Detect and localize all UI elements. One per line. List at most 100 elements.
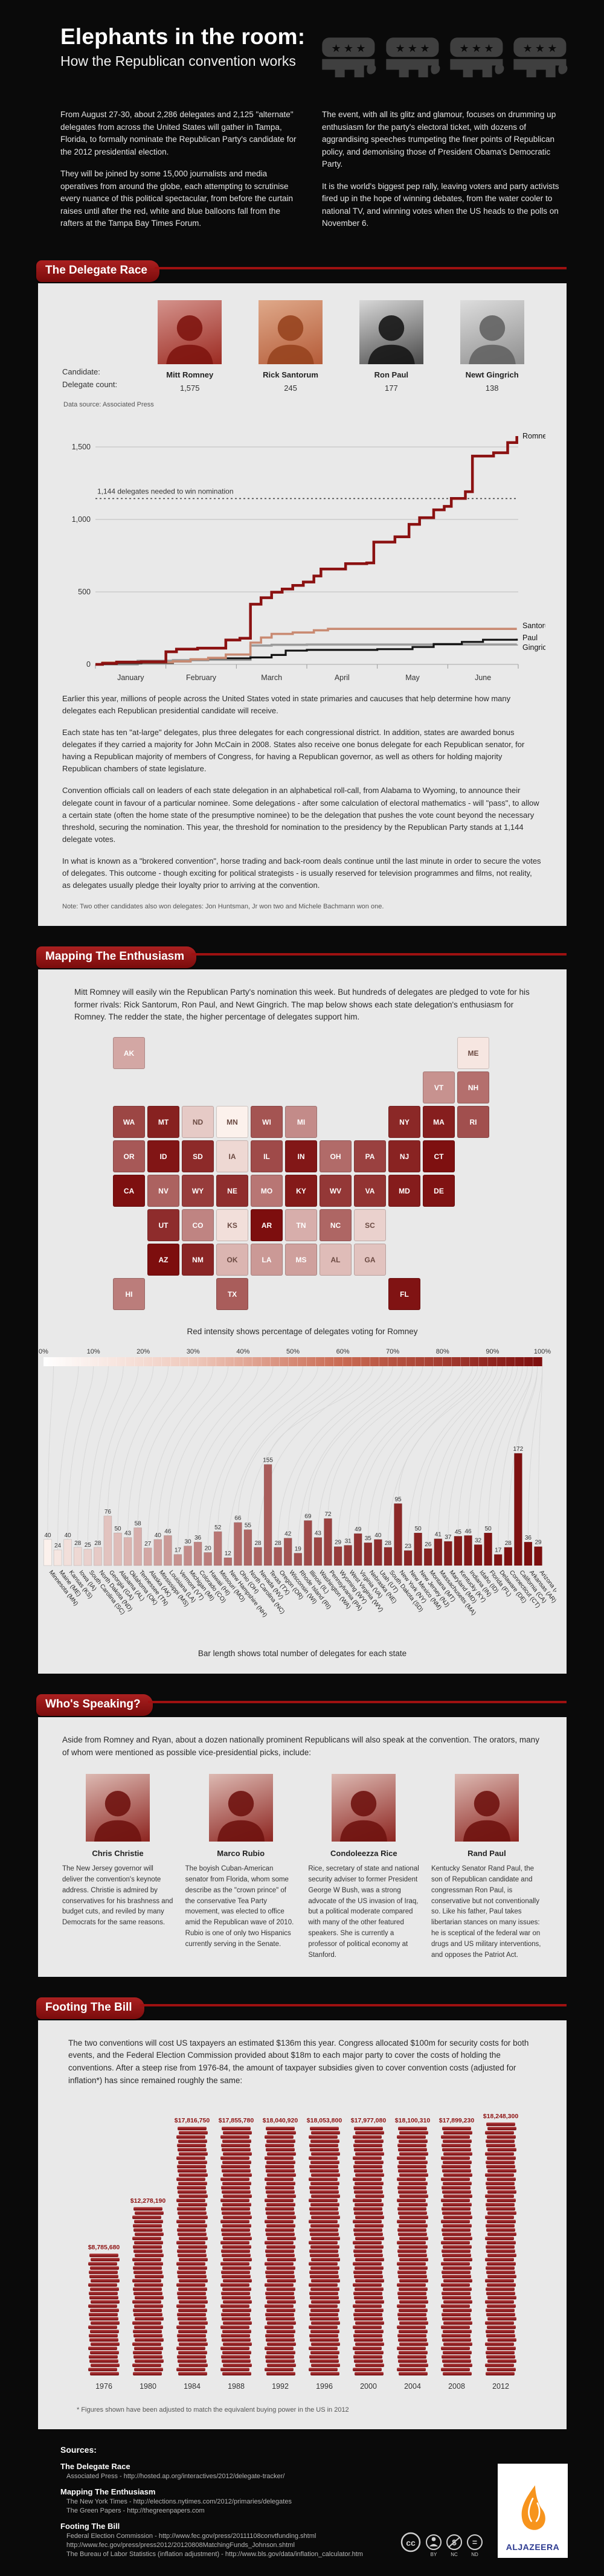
coin [485, 2215, 514, 2220]
state-tile-AR: AR [251, 1209, 283, 1242]
coin [177, 2355, 206, 2359]
coin [443, 2224, 472, 2228]
coin [443, 2321, 472, 2325]
coin [442, 2190, 471, 2194]
state-tile-WY: WY [182, 1175, 214, 1207]
coin [135, 2211, 164, 2215]
portrait-silhouette [267, 315, 314, 364]
coin [179, 2194, 208, 2199]
coin [487, 2283, 516, 2287]
bar-value-NC: 55 [245, 1523, 252, 1529]
coin [310, 2287, 339, 2292]
state-tile-ME: ME [457, 1037, 489, 1070]
coin [222, 2211, 251, 2215]
coin [353, 2262, 382, 2266]
coin [221, 2270, 250, 2275]
coin [223, 2173, 252, 2177]
body-paragraph: Each state has ten "at-large" delegates,… [62, 727, 525, 774]
coin [267, 2215, 296, 2220]
state-tile-AK: AK [113, 1037, 145, 1070]
coin-value-label: $8,785,680 [88, 2244, 120, 2252]
bar-value-IN: 46 [464, 1529, 472, 1535]
coin [353, 2283, 382, 2287]
coin [133, 2292, 162, 2296]
coin [265, 2135, 294, 2139]
candidate-photo [359, 300, 423, 364]
coin [487, 2220, 516, 2224]
coin [221, 2228, 250, 2232]
coin [177, 2292, 206, 2296]
coin [265, 2177, 294, 2182]
coin [90, 2308, 119, 2313]
coin [89, 2296, 118, 2300]
coin [265, 2368, 294, 2372]
svg-text:1,000: 1,000 [72, 515, 91, 524]
coin [88, 2262, 117, 2266]
coin [487, 2211, 516, 2215]
coin [266, 2296, 295, 2300]
coin [266, 2160, 295, 2165]
coin [223, 2300, 252, 2304]
section-pill: Mapping The Enthusiasm [36, 946, 197, 968]
section-rule [147, 1701, 567, 1704]
coin [220, 2135, 249, 2139]
coin [223, 2363, 252, 2368]
bar-MN [43, 1539, 52, 1566]
coin [133, 2266, 162, 2270]
speaker-bio: The boyish Cuban-American senator from F… [185, 1865, 294, 1948]
coin [222, 2182, 251, 2186]
coin [220, 2325, 249, 2330]
coin [355, 2224, 384, 2228]
state-tile-GA: GA [354, 1244, 386, 1276]
coin [397, 2135, 426, 2139]
svg-text:★: ★ [459, 42, 469, 54]
coin [223, 2321, 252, 2325]
section-pill: Who's Speaking? [36, 1694, 153, 1717]
coin [178, 2224, 207, 2228]
coin [266, 2338, 295, 2342]
sources-block: Sources: The Delegate Race Associated Pre… [60, 2445, 363, 2558]
coin [89, 2317, 118, 2321]
speaker-photo [454, 1774, 519, 1842]
coin [486, 2330, 515, 2334]
bar-value-DE: 17 [495, 1547, 502, 1554]
candidate-name: Newt Gingrich [465, 370, 519, 379]
coin [176, 2199, 205, 2203]
svg-text:1,144 delegates needed to win: 1,144 delegates needed to win nomination [97, 487, 234, 495]
body-paragraph: Earlier this year, millions of people ac… [62, 693, 511, 715]
coin [220, 2177, 249, 2182]
coin [135, 2338, 164, 2342]
page-title: Elephants in the room: [60, 24, 306, 49]
coin [134, 2283, 163, 2287]
intro-paragraph: The event, with all its glitz and glamou… [322, 110, 556, 169]
coin [441, 2177, 470, 2182]
bar-value-ID: 32 [475, 1538, 482, 1544]
coin [176, 2241, 205, 2245]
bar-value-MA: 41 [435, 1532, 442, 1538]
coin [220, 2156, 249, 2160]
coin [442, 2296, 471, 2300]
state-tile-MI: MI [285, 1106, 317, 1139]
coin [443, 2330, 472, 2334]
coin [266, 2266, 295, 2270]
us-choropleth-map: MN ME KS IA SC ND GA AL OK TN AK MS LA VT MI CO HI MO NH OH… [113, 1037, 492, 1316]
coin [355, 2372, 384, 2376]
coin [176, 2177, 205, 2182]
coin [220, 2283, 249, 2287]
bar-OK [123, 1537, 132, 1566]
coin [177, 2313, 206, 2317]
coin-stack [265, 2127, 296, 2376]
coin [88, 2346, 117, 2351]
coin [176, 2135, 205, 2139]
coin [133, 2308, 162, 2313]
coin [221, 2207, 250, 2211]
portrait-silhouette [94, 1791, 141, 1842]
coin [487, 2135, 516, 2139]
coin [355, 2300, 384, 2304]
coin [266, 2245, 295, 2249]
speaker-name: Condoleezza Rice [330, 1849, 397, 1858]
speaker-card: Condoleezza Rice Rice, secretary of state… [308, 1774, 419, 1961]
coin [88, 2304, 117, 2308]
bar-IN [464, 1535, 472, 1566]
coin-stack-1992: $18,040,920 [259, 2117, 303, 2376]
